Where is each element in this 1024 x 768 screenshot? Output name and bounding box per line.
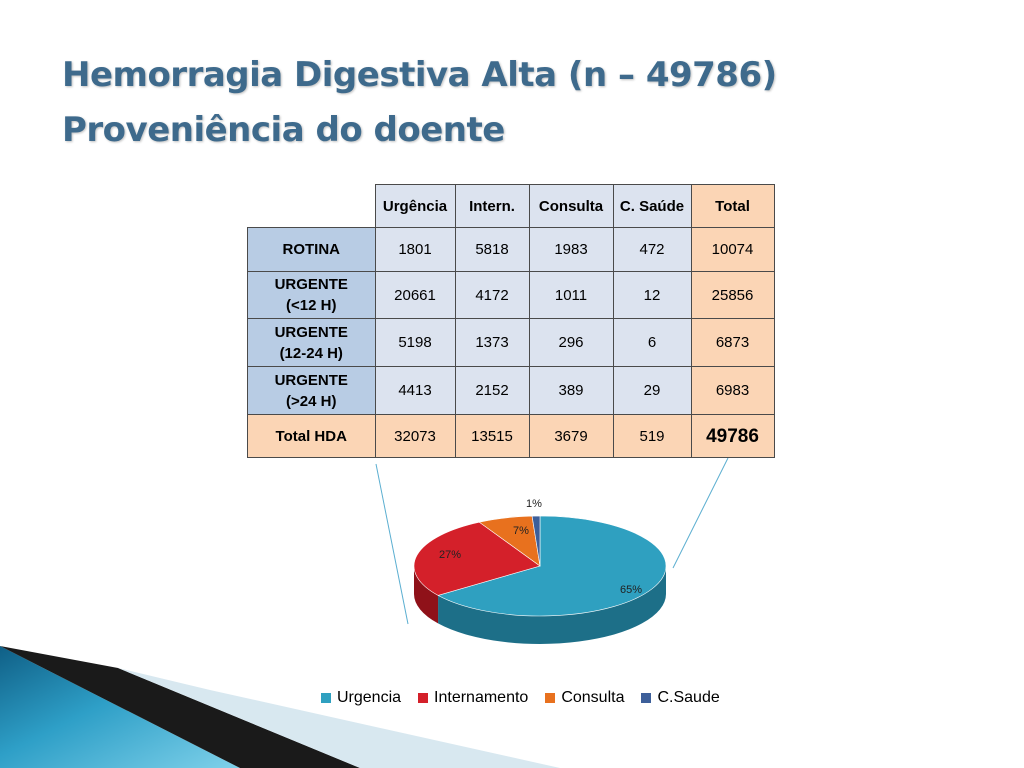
pie-data-label: 65% [620, 584, 642, 596]
table-cell: 1801 [374, 227, 456, 272]
row-label: URGENTE (12-24 H) [247, 318, 376, 367]
origin-table: Urgência Intern. Consulta C. Saúde Total… [247, 184, 775, 458]
legend-label: C.Saude [657, 689, 720, 706]
legend-label: Consulta [561, 689, 625, 706]
pie-slice-urgencia [437, 515, 667, 617]
table-row: URGENTE (12-24 H) 5198 1373 296 6 6873 [247, 318, 775, 367]
table-cell: 1983 [528, 227, 614, 272]
pie-side-urgencia [438, 566, 667, 644]
slide-title: Hemorragia Digestiva Alta (n – 49786) Pr… [62, 48, 777, 158]
row-total-cell: 6983 [690, 366, 775, 415]
table-row: URGENTE (>24 H) 4413 2152 389 29 6983 [247, 366, 775, 415]
legend-swatch [321, 693, 331, 703]
table-cell: 472 [612, 227, 692, 272]
table-cell: 29 [612, 366, 692, 415]
legend-item: Urgencia [321, 689, 401, 707]
table-cell: 5198 [374, 318, 456, 367]
total-cell: 32073 [374, 414, 456, 458]
legend-swatch [418, 693, 429, 703]
header-cell: Total [690, 184, 775, 228]
legend-label: Internamento [434, 689, 529, 706]
row-total-cell: 25856 [690, 271, 775, 319]
header-cell: Urgência [374, 184, 456, 228]
legend-item: Internamento [418, 689, 528, 707]
header-cell: Intern. [454, 184, 530, 228]
row-label: URGENTE (>24 H) [247, 366, 376, 415]
table-row: URGENTE (<12 H) 20661 4172 1011 12 25856 [247, 271, 775, 319]
table-cell: 12 [612, 271, 692, 319]
connector-line-right [672, 457, 729, 569]
table-total-row: Total HDA 32073 13515 3679 519 49786 [247, 414, 775, 458]
title-line-1: Hemorragia Digestiva Alta (n – 49786) [62, 55, 777, 95]
grand-total-cell: 49786 [690, 414, 775, 458]
row-total-cell: 10074 [690, 227, 775, 272]
pie-slice-csaude [531, 515, 541, 567]
table-cell: 4413 [374, 366, 456, 415]
table-header-row: Urgência Intern. Consulta C. Saúde Total [247, 184, 775, 228]
table-cell: 5818 [454, 227, 530, 272]
chart-legend: Urgencia Internamento Consulta C.Saude [321, 689, 720, 707]
table-row: ROTINA 1801 5818 1983 472 10074 [247, 227, 775, 272]
row-label: ROTINA [247, 227, 376, 272]
table-cell: 20661 [374, 271, 456, 319]
table-cell: 389 [528, 366, 614, 415]
table-cell: 1011 [528, 271, 614, 319]
legend-swatch [641, 693, 652, 703]
connector-line-left [375, 463, 409, 625]
pie-side-internamento [414, 566, 439, 624]
header-cell: Consulta [528, 184, 614, 228]
row-label-line: URGENTE [274, 371, 348, 389]
table-cell: 296 [528, 318, 614, 367]
legend-label: Urgencia [337, 689, 402, 706]
row-label-line: (12-24 H) [279, 344, 343, 362]
row-label-line: (<12 H) [286, 297, 337, 314]
legend-item: C.Saude [641, 689, 720, 707]
legend-swatch [545, 693, 556, 703]
row-label-line: ROTINA [282, 241, 341, 258]
row-total-cell: 6873 [690, 318, 775, 367]
total-row-label: Total HDA [247, 414, 376, 458]
row-label: URGENTE (<12 H) [247, 271, 376, 319]
row-label-line: (>24 H) [286, 392, 337, 410]
table-cell: 4172 [454, 271, 530, 319]
pie-slice-internamento [413, 521, 541, 596]
legend-item: Consulta [545, 689, 624, 707]
title-line-2: Proveniência do doente [62, 110, 505, 150]
total-cell: 519 [612, 414, 692, 458]
table-cell: 6 [612, 318, 692, 367]
row-label-line: URGENTE [274, 323, 348, 341]
total-cell: 3679 [528, 414, 614, 458]
pie-data-label: 27% [439, 549, 461, 561]
row-label-line: URGENTE [274, 276, 348, 293]
pie-data-label: 1% [526, 498, 542, 510]
table-cell: 1373 [454, 318, 530, 367]
pie-data-label: 7% [513, 525, 529, 537]
total-cell: 13515 [454, 414, 530, 458]
